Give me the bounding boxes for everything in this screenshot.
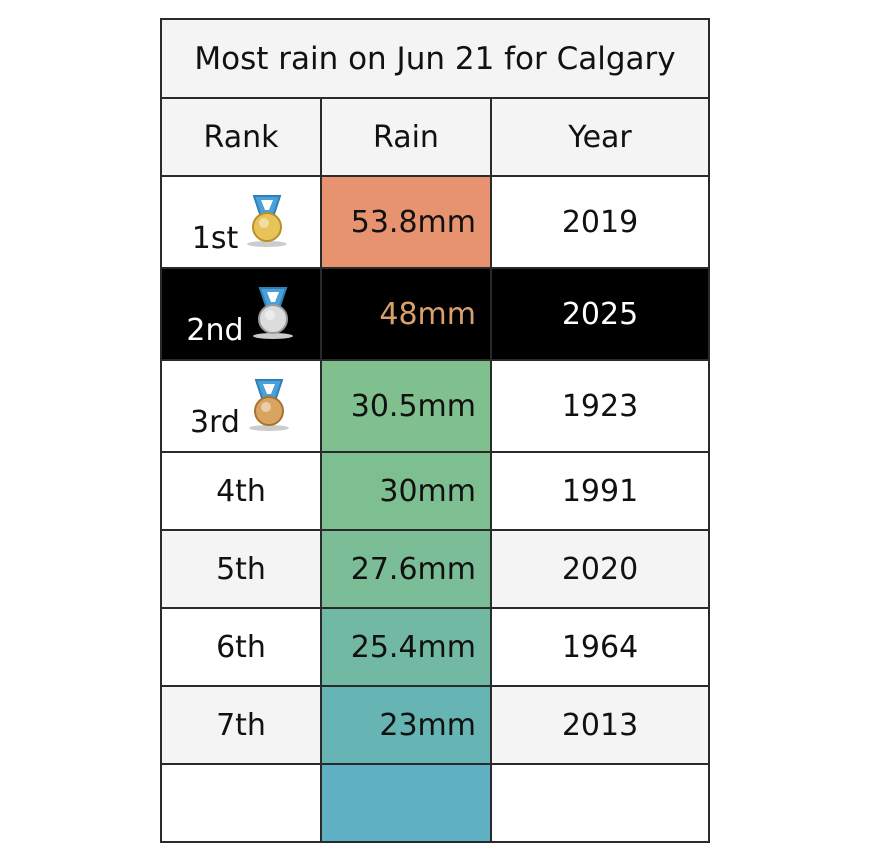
table-row: 4th 30mm 1991 <box>160 451 711 531</box>
rain-cell: 27.6mm <box>320 529 492 609</box>
rain-cell: 30mm <box>320 451 492 531</box>
column-header: Year <box>489 97 711 177</box>
page: {"table": {"title": "Most rain on Jun 21… <box>159 18 711 843</box>
year-cell: 1923 <box>489 359 711 453</box>
year-cell: 2025 <box>489 267 711 361</box>
rain-cell: 48mm <box>320 267 492 361</box>
rank: 5th <box>216 551 266 587</box>
year-cell: 1991 <box>489 451 711 531</box>
rain-cell: 30.5mm <box>320 359 492 453</box>
table-row: 1st 53.8mm 2019 <box>160 175 711 269</box>
rank: 7th <box>216 707 266 743</box>
column-header: Rain <box>320 97 492 177</box>
table-row: 5th 27.6mm 2020 <box>160 529 711 609</box>
rank: 4th <box>216 473 266 509</box>
table-body: 1st 53.8mm 2019 2nd 48mm 2025 3rd 30.5mm 1… <box>160 175 711 765</box>
rank-cell: 2nd <box>160 267 322 361</box>
table-title: Most rain on Jun 21 for Calgary <box>159 18 711 99</box>
rank-cell: 1st <box>160 175 322 269</box>
medal-icon <box>248 379 289 431</box>
rank: 6th <box>216 629 266 665</box>
table-row: 2nd 48mm 2025 <box>160 267 711 361</box>
cell <box>489 763 711 843</box>
table-row: 7th 23mm 2013 <box>160 685 711 765</box>
cell <box>160 763 322 843</box>
rank-cell: 5th <box>160 529 322 609</box>
medal-icon <box>252 287 293 339</box>
year-cell: 2013 <box>489 685 711 765</box>
table-row: 6th 25.4mm 1964 <box>160 607 711 687</box>
rank: 3rd <box>190 405 240 440</box>
rank: 1st <box>191 221 239 256</box>
medal-icon <box>247 195 288 247</box>
year-cell: 2019 <box>489 175 711 269</box>
year-cell: 1964 <box>489 607 711 687</box>
rank-cell: 3rd <box>160 359 322 453</box>
rain-cell: 53.8mm <box>320 175 492 269</box>
rank: 2nd <box>186 313 244 348</box>
column-header: Rank <box>160 97 322 177</box>
rank-cell: 4th <box>160 451 322 531</box>
year-cell: 2020 <box>489 529 711 609</box>
rank-cell: 6th <box>160 607 322 687</box>
rank-cell: 7th <box>160 685 322 765</box>
table-row: 3rd 30.5mm 1923 <box>160 359 711 453</box>
rain-cell: 23mm <box>320 685 492 765</box>
rain-table: Most rain on Jun 21 for Calgary Rank Rai… <box>159 18 711 843</box>
rain-cell: 25.4mm <box>320 607 492 687</box>
cell <box>320 763 492 843</box>
